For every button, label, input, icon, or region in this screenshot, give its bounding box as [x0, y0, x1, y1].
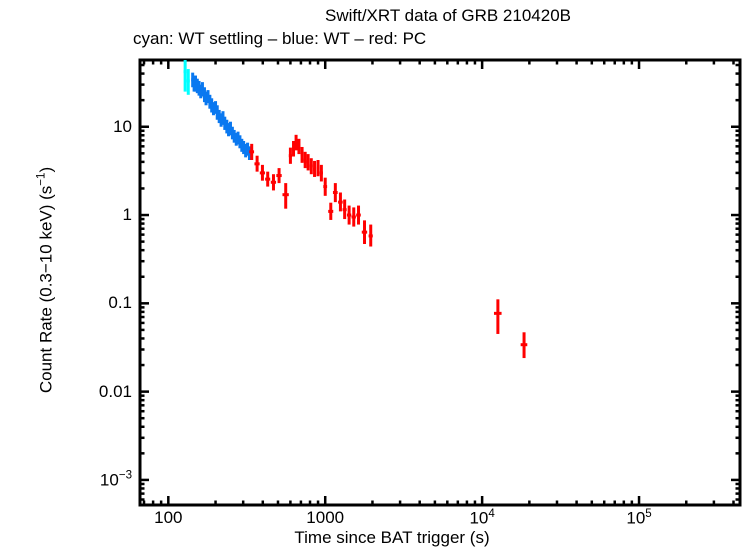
y-tick-label: 0.1: [108, 293, 132, 313]
y-axis-label-suffix: ): [36, 166, 56, 173]
series-wt-settling: [183, 60, 190, 95]
axis-ticks: [140, 60, 740, 505]
y-axis-label: Count Rate (0.3−10 keV) (s−1): [36, 167, 57, 393]
plot-frame: [138, 58, 742, 507]
x-tick-label: 1000: [306, 508, 345, 527]
y-tick-label: 1: [122, 205, 132, 225]
x-axis-label: Time since BAT trigger (s): [294, 528, 490, 547]
y-tick-label: 0.01: [98, 381, 132, 401]
y-axis-label-exponent: −1: [35, 172, 48, 186]
x-tick-label: 100: [154, 508, 183, 527]
series-pc: [249, 134, 528, 359]
x-tick-label: 105: [626, 508, 652, 528]
y-axis-label-text: Count Rate (0.3−10 keV) (s: [36, 185, 56, 394]
y-tick-label: 10: [113, 116, 132, 136]
chart-legend: cyan: WT settling – blue: WT – red: PC: [133, 29, 427, 48]
series-wt: [191, 72, 251, 161]
y-tick-label: 10−3: [99, 469, 132, 490]
chart-title: Swift/XRT data of GRB 210420B: [324, 6, 572, 25]
x-tick-label: 104: [469, 508, 495, 528]
